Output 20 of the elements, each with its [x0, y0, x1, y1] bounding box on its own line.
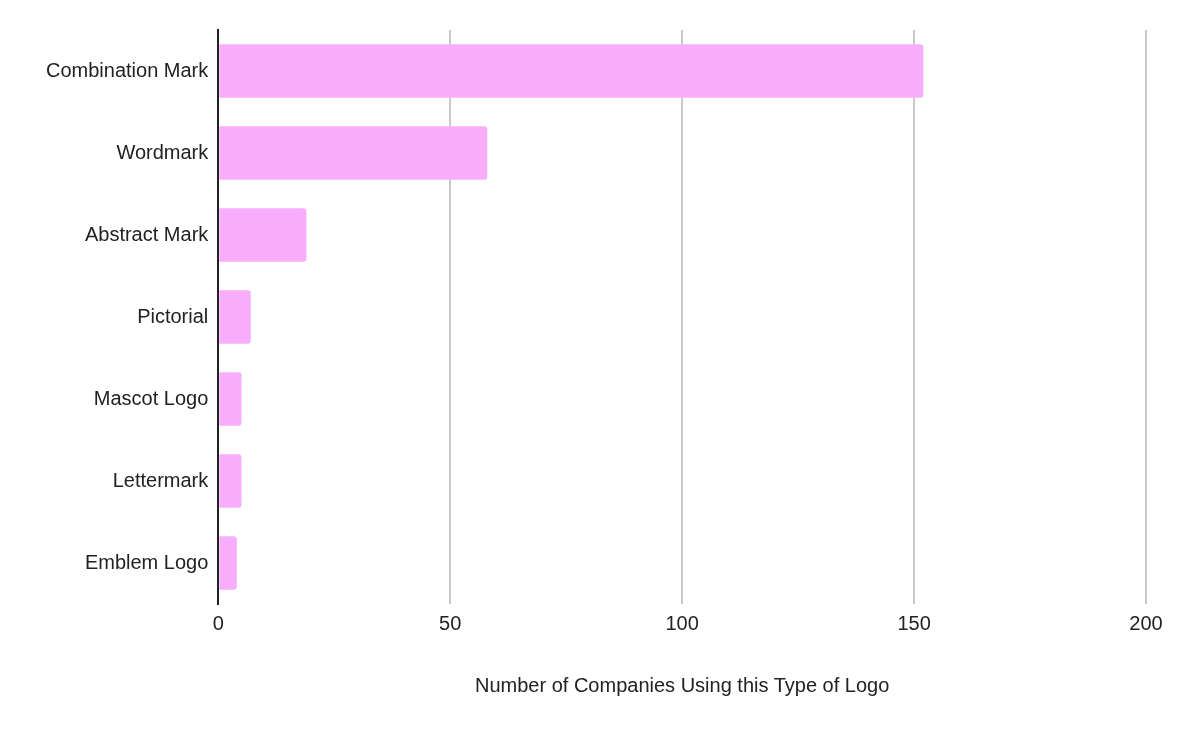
y-tick-label: Abstract Mark	[84, 222, 210, 245]
y-tick-label: Wordmark	[116, 140, 210, 163]
x-tick-label: 50	[439, 611, 462, 634]
bar	[219, 126, 488, 180]
y-tick-label: Lettermark	[112, 468, 210, 491]
bar	[219, 208, 307, 262]
x-tick-label: 100	[665, 611, 699, 634]
bar	[219, 372, 242, 426]
x-tick-label: 200	[1129, 611, 1163, 634]
y-tick-label: Pictorial	[137, 304, 209, 327]
y-tick-label: Combination Mark	[45, 58, 210, 81]
bar	[219, 290, 251, 344]
x-tick-label: 150	[897, 611, 931, 634]
x-tick-label: 0	[212, 611, 224, 634]
y-tick-label: Emblem Logo	[84, 550, 209, 573]
bar	[219, 536, 237, 590]
bar	[219, 44, 924, 98]
x-axis-title: Number of Companies Using this Type of Logo	[474, 673, 890, 696]
bar	[219, 454, 242, 508]
y-tick-label: Mascot Logo	[93, 386, 209, 409]
